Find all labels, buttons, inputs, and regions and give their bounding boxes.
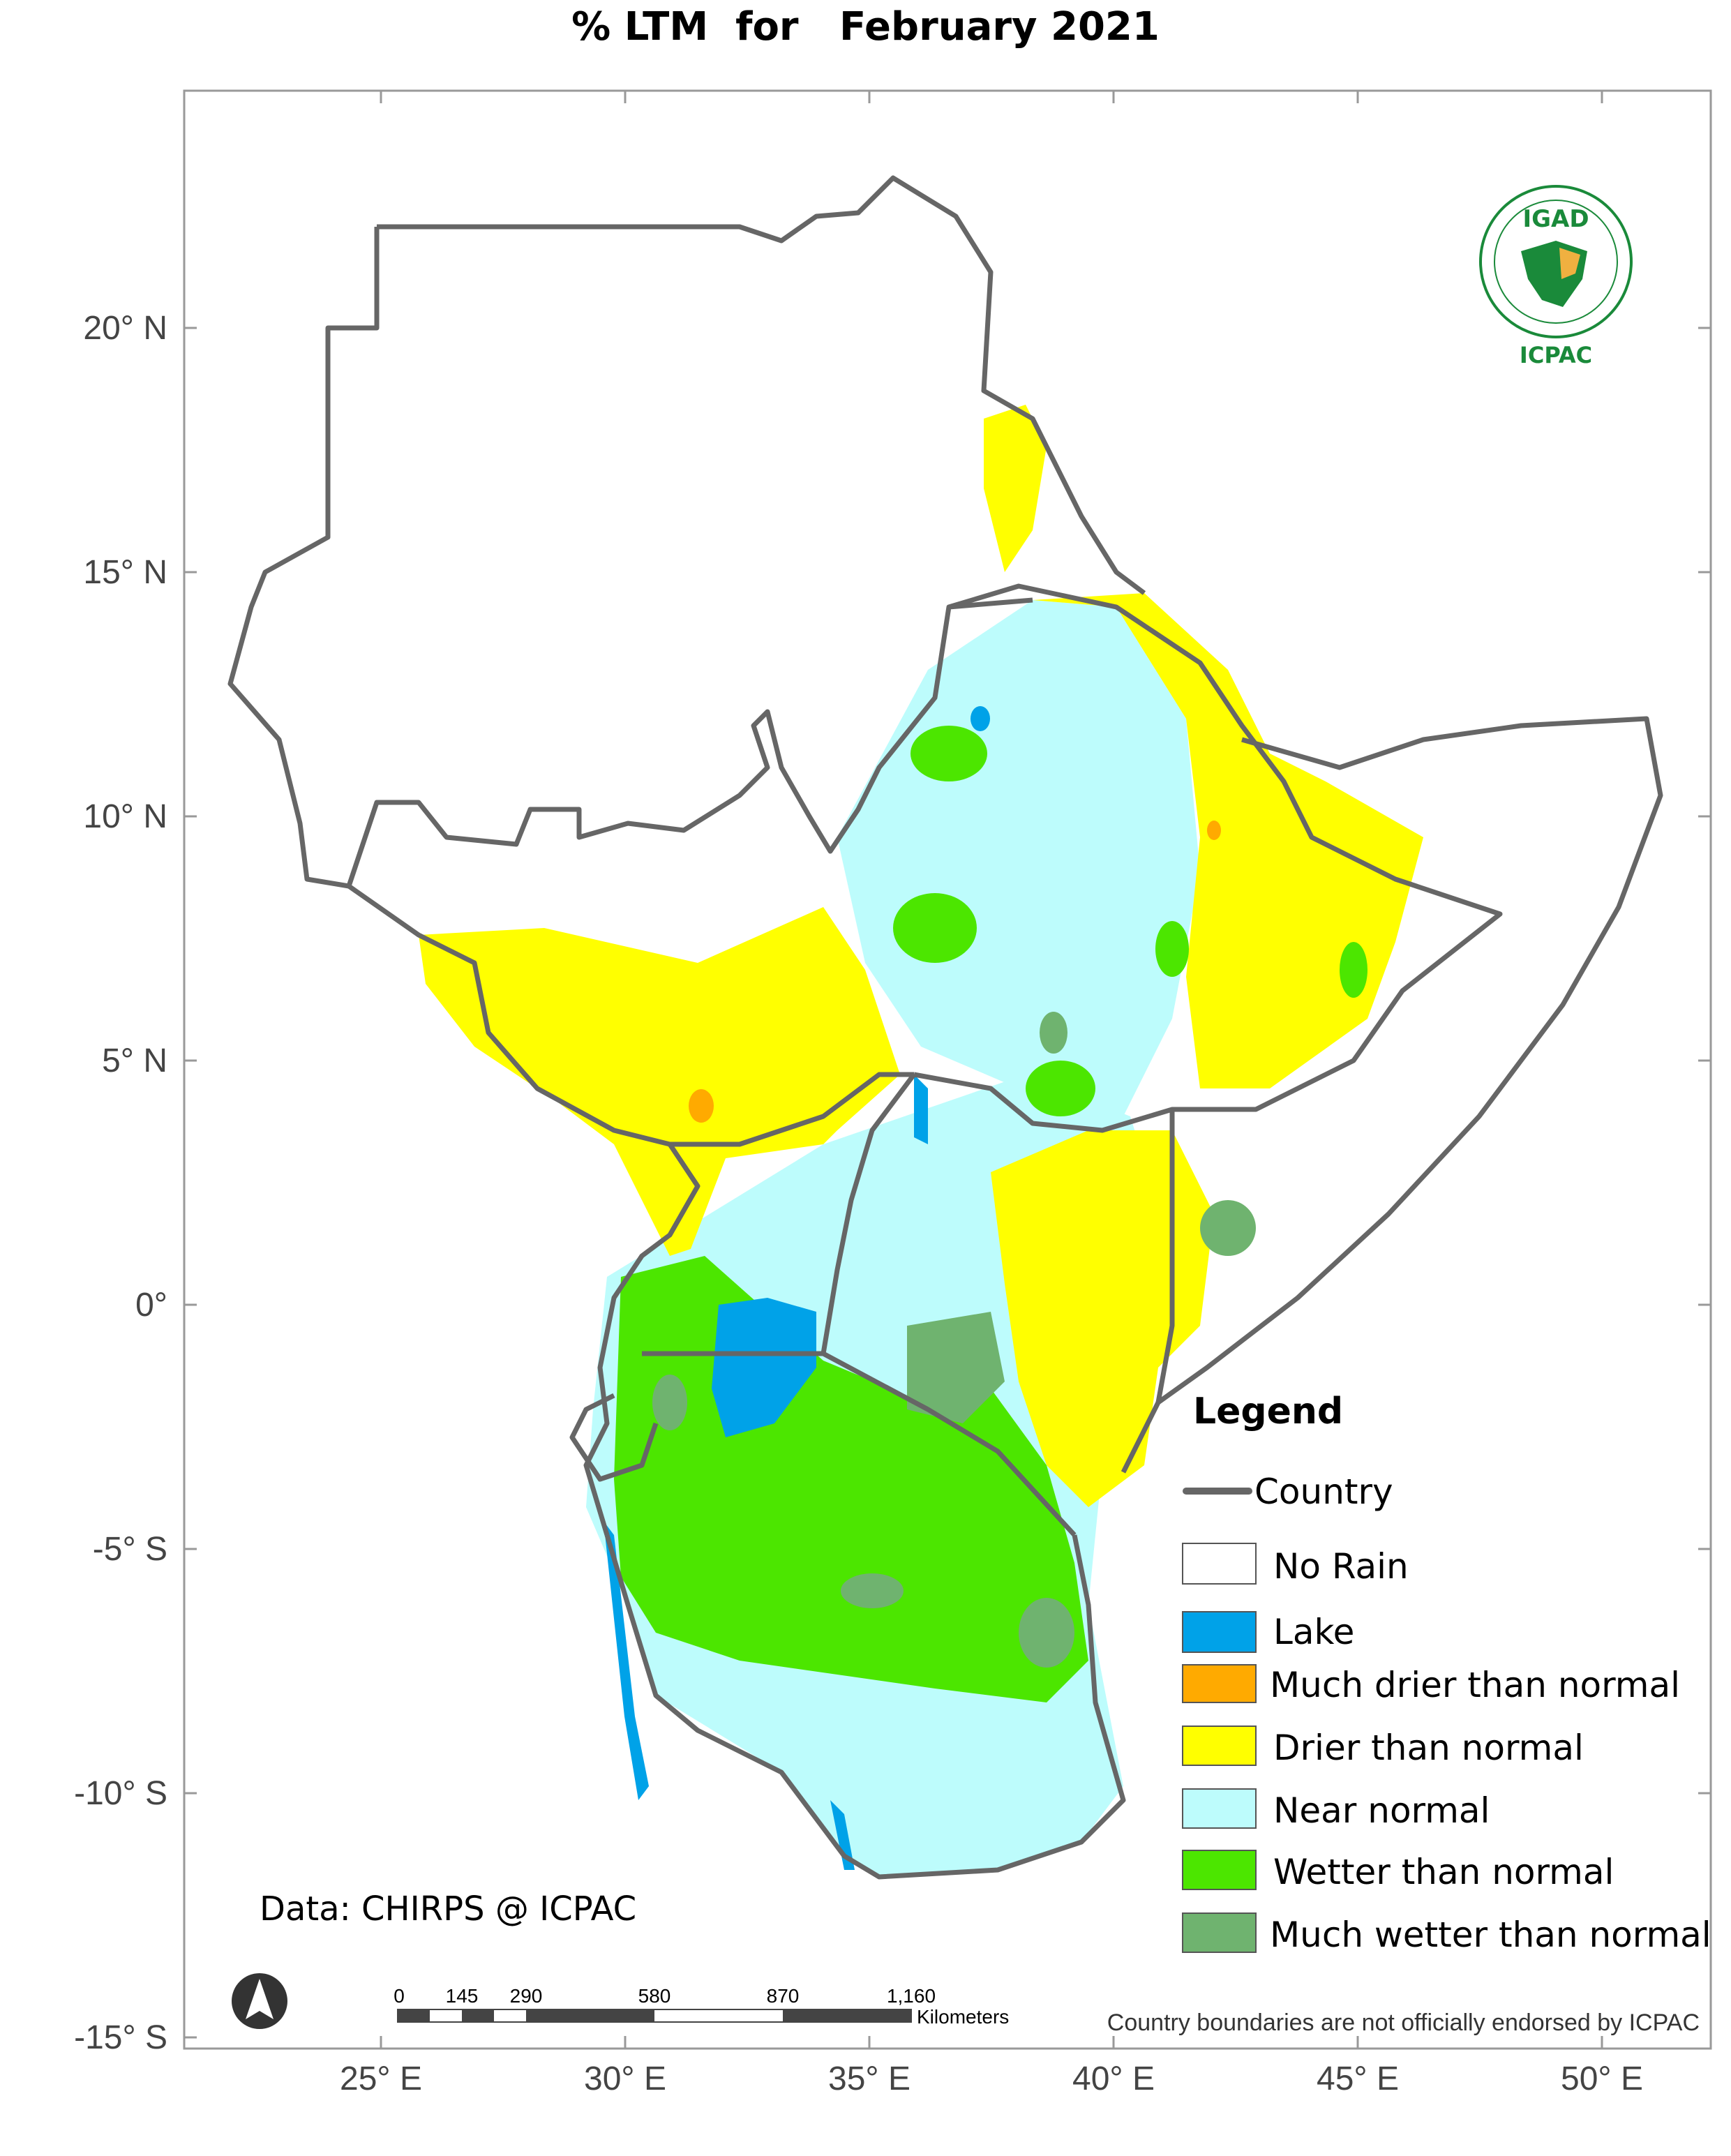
legend-label: Much wetter than normal xyxy=(1270,1915,1711,1955)
legend-swatch xyxy=(1182,1912,1257,1953)
y-tick-label: 15° N xyxy=(83,554,167,591)
y-tick-label: -15° S xyxy=(74,2019,167,2056)
legend-label: Wetter than normal xyxy=(1273,1852,1614,1892)
africa-icon xyxy=(1521,241,1587,307)
x-tick-label: 25° E xyxy=(340,2060,422,2097)
x-tick-label: 50° E xyxy=(1561,2060,1643,2097)
scale-label: 580 xyxy=(638,1985,671,2007)
scale-label: 0 xyxy=(394,1985,405,2007)
y-tick-label: 5° N xyxy=(102,1042,167,1079)
scale-unit: Kilometers xyxy=(917,2006,1009,2028)
legend-label: Near normal xyxy=(1273,1790,1490,1831)
y-tick-label: 0° xyxy=(135,1287,167,1324)
legend-label: Lake xyxy=(1273,1612,1354,1652)
legend-swatch xyxy=(1182,1611,1257,1653)
legend-label: Much drier than normal xyxy=(1270,1665,1680,1705)
legend-swatch xyxy=(1182,1664,1257,1703)
data-credit: Data: CHIRPS @ ICPAC xyxy=(260,1889,636,1929)
scale-bar: 0 145 290 580 870 1,160 Kilometers xyxy=(394,1985,1009,2028)
x-tick-label: 45° E xyxy=(1317,2060,1399,2097)
y-tick-label: -10° S xyxy=(74,1775,167,1812)
logo-bottom-text: ICPAC xyxy=(1520,342,1592,368)
logo-top-text: IGAD xyxy=(1522,205,1589,233)
y-tick-label: 20° N xyxy=(83,310,167,347)
country-boundaries xyxy=(227,175,1663,1880)
legend-title: Legend xyxy=(1193,1391,1343,1432)
legend-swatch xyxy=(1182,1850,1257,1890)
scale-label: 870 xyxy=(767,1985,800,2007)
x-tick-label: 35° E xyxy=(828,2060,911,2097)
igad-logo: IGAD ICPAC xyxy=(1479,185,1633,368)
map-title: % LTM for February 2021 xyxy=(571,4,1160,50)
rainfall-anomaly-layer xyxy=(419,405,1423,1877)
legend-label: Drier than normal xyxy=(1273,1728,1584,1768)
map-frame xyxy=(183,89,1712,2050)
y-tick-label: -5° S xyxy=(93,1531,167,1568)
legend-swatch xyxy=(1182,1725,1257,1766)
boundary-disclaimer: Country boundaries are not officially en… xyxy=(1107,2009,1700,2036)
north-arrow-icon xyxy=(232,1973,287,2029)
legend-country-label: Country xyxy=(1254,1472,1393,1512)
x-tick-label: 40° E xyxy=(1072,2060,1155,2097)
legend-swatch xyxy=(1182,1543,1257,1585)
x-tick-label: 30° E xyxy=(584,2060,666,2097)
legend: Legend Country No Rain Lake Much drier t… xyxy=(1182,1391,1711,1955)
legend-label: No Rain xyxy=(1273,1546,1409,1587)
scale-label: 290 xyxy=(510,1985,543,2007)
y-tick-label: 10° N xyxy=(83,798,167,835)
scale-label: 145 xyxy=(446,1985,479,2007)
legend-swatch xyxy=(1182,1788,1257,1829)
scale-label: 1,160 xyxy=(887,1985,936,2007)
axis-ticks xyxy=(184,91,1711,2049)
